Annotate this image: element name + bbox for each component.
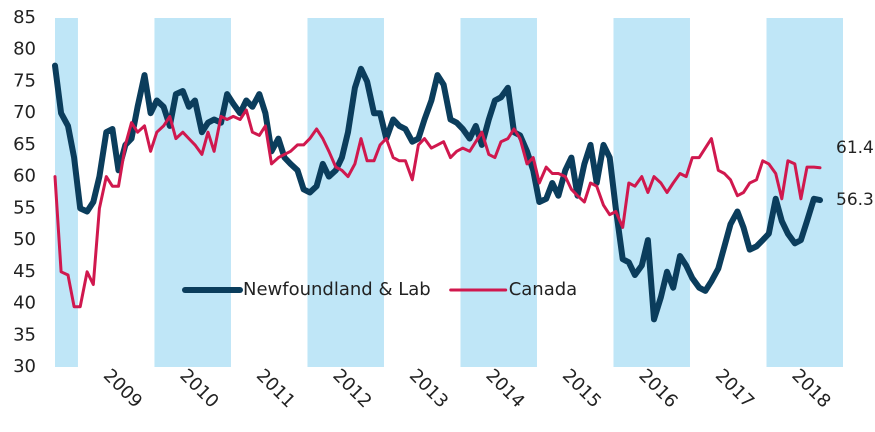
shade-band <box>766 18 843 367</box>
legend-label: Canada <box>509 279 578 300</box>
x-tick-label: 2010 <box>175 365 222 412</box>
shade-band <box>154 18 231 367</box>
x-tick-label: 2016 <box>634 365 681 412</box>
y-tick-label: 80 <box>13 39 36 60</box>
y-tick-label: 75 <box>13 70 36 91</box>
end-label: 61.4 <box>836 138 874 158</box>
y-tick-label: 45 <box>13 261 36 282</box>
series-line <box>52 62 823 323</box>
y-tick-label: 70 <box>13 102 36 123</box>
shade-band <box>460 18 537 367</box>
x-tick-label: 2009 <box>99 365 146 412</box>
y-tick-label: 65 <box>13 134 36 155</box>
y-tick-label: 35 <box>13 324 36 345</box>
x-tick-label: 2012 <box>328 365 375 412</box>
end-label: 56.3 <box>836 190 874 210</box>
x-tick-label: 2018 <box>787 365 834 412</box>
y-tick-label: 50 <box>13 229 36 250</box>
x-tick-label: 2017 <box>711 365 758 412</box>
y-tick-label: 60 <box>13 166 36 187</box>
y-tick-label: 30 <box>13 356 36 377</box>
x-tick-label: 2014 <box>481 365 528 412</box>
y-tick-label: 85 <box>13 7 36 28</box>
legend-label: Newfoundland & Lab <box>243 279 431 300</box>
x-tick-label: 2015 <box>558 365 605 412</box>
shade-band <box>307 18 384 367</box>
y-tick-label: 55 <box>13 197 36 218</box>
y-tick-label: 40 <box>13 293 36 314</box>
series-line <box>53 108 822 309</box>
x-tick-label: 2011 <box>252 365 299 412</box>
x-tick-label: 2013 <box>405 365 452 412</box>
